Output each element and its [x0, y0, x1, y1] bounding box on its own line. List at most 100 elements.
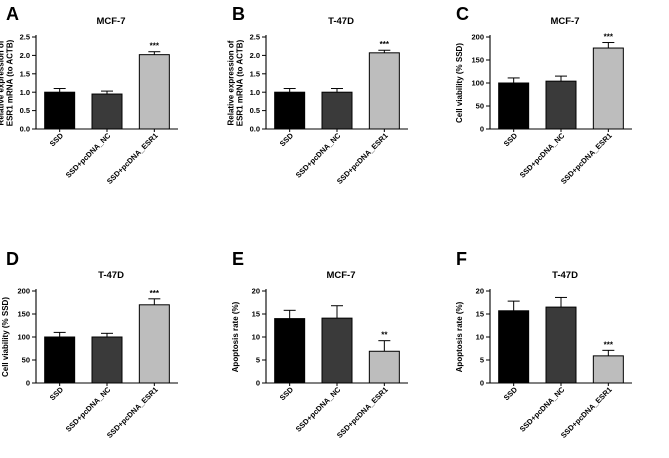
category-label: SSD+pcDNA_NC [294, 131, 343, 180]
significance-label: *** [380, 40, 390, 49]
significance-label: *** [604, 33, 614, 42]
y-axis-label: Relative expression of [227, 40, 236, 125]
y-tick-label: 200 [471, 33, 484, 42]
category-label: SSD+pcDNA_NC [294, 385, 343, 434]
category-label: SSD+pcDNA_ESR1 [105, 131, 160, 186]
panel-letter: A [6, 4, 19, 24]
category-label: SSD [502, 131, 520, 149]
panel-letter: D [6, 249, 19, 269]
category-label: SSD+pcDNA_NC [518, 385, 567, 434]
y-tick-label: 50 [476, 102, 484, 111]
bar-ssd-pcdna-esr1 [592, 47, 624, 130]
chart-title: MCF-7 [96, 16, 125, 27]
y-tick-label: 5 [480, 356, 484, 365]
y-tick-label: 0.5 [250, 106, 260, 115]
chart-panel-b: B T-47D Relative expression of ESR1 mRNA (t… [227, 4, 408, 186]
category-label: SSD+pcDNA_ESR1 [105, 385, 160, 440]
bar-ssd [274, 318, 306, 384]
y-tick-label: 20 [476, 287, 484, 296]
bar-ssd [498, 82, 530, 130]
bar-ssd [274, 91, 306, 130]
bar-ssd-pcdna-esr1 [368, 52, 400, 130]
category-label: SSD+pcDNA_ESR1 [559, 131, 614, 186]
significance-label: *** [150, 289, 160, 298]
y-tick-label: 0 [480, 379, 484, 388]
category-label: SSD+pcDNA_NC [64, 131, 113, 180]
y-tick-label: 15 [476, 310, 484, 319]
chart-title: T-47D [328, 16, 354, 27]
bar-ssd [44, 91, 76, 130]
y-tick-label: 20 [252, 287, 260, 296]
y-tick-label: 1.5 [20, 69, 30, 78]
y-tick-label: 2.5 [20, 33, 30, 42]
chart-title: T-47D [552, 270, 578, 281]
y-tick-label: 1.0 [20, 88, 30, 97]
panel-letter: B [232, 4, 245, 24]
category-label: SSD+pcDNA_ESR1 [559, 385, 614, 440]
y-axis-label: Apoptosis rate (%) [231, 301, 240, 372]
category-label: SSD [48, 131, 66, 149]
y-tick-label: 1.0 [250, 88, 260, 97]
y-tick-label: 5 [256, 356, 260, 365]
category-label: SSD [278, 131, 296, 149]
bar-ssd [44, 336, 76, 384]
significance-label: *** [604, 340, 614, 349]
panel-letter: F [456, 249, 467, 269]
category-label: SSD+pcDNA_ESR1 [335, 131, 390, 186]
chart-title: MCF-7 [326, 270, 355, 281]
chart-panel-d: D T-47D Cell viability (% SSD) 0 50 100 150 200… [1, 249, 178, 440]
panel-letter: C [456, 4, 469, 24]
y-axis-label: Relative expression of [0, 40, 6, 125]
y-axis-label: ESR1 mRNA (to ACTB) [236, 39, 245, 126]
y-tick-label: 10 [476, 333, 484, 342]
chart-panel-a: A MCF-7 Relative expression of ESR1 mRNA (t… [0, 4, 178, 186]
bar-ssd-pcdna-nc [545, 80, 577, 130]
significance-label: *** [150, 42, 160, 51]
category-label: SSD+pcDNA_NC [64, 385, 113, 434]
y-tick-label: 0.0 [20, 125, 30, 134]
bar-ssd-pcdna-nc [91, 336, 123, 384]
y-axis-label: ESR1 mRNA (to ACTB) [6, 39, 15, 126]
category-label: SSD+pcDNA_NC [518, 131, 567, 180]
y-tick-label: 1.5 [250, 69, 260, 78]
y-tick-label: 0.0 [250, 125, 260, 134]
bar-ssd-pcdna-esr1 [368, 350, 400, 384]
y-tick-label: 50 [22, 356, 30, 365]
y-tick-label: 10 [252, 333, 260, 342]
y-axis-label: Apoptosis rate (%) [455, 301, 464, 372]
category-label: SSD [48, 385, 66, 403]
bar-ssd-pcdna-nc [321, 91, 353, 130]
bar-ssd-pcdna-nc [321, 317, 353, 384]
chart-title: MCF-7 [550, 16, 579, 27]
y-tick-label: 100 [471, 79, 484, 88]
bar-ssd-pcdna-esr1 [592, 355, 624, 384]
bar-ssd-pcdna-nc [91, 93, 123, 130]
bar-ssd-pcdna-esr1 [138, 54, 170, 130]
panel-letter: E [232, 249, 244, 269]
y-tick-label: 100 [17, 333, 30, 342]
bar-ssd-pcdna-nc [545, 306, 577, 384]
bar-ssd [498, 310, 530, 384]
chart-panel-c: C MCF-7 Cell viability (% SSD) 0 50 100 150 200… [455, 4, 632, 186]
category-label: SSD [502, 385, 520, 403]
y-tick-label: 200 [17, 287, 30, 296]
y-tick-label: 2.0 [20, 51, 30, 60]
significance-label: ** [381, 331, 388, 340]
y-axis-label: Cell viability (% SSD) [1, 297, 10, 377]
y-axis-label: Cell viability (% SSD) [455, 43, 464, 123]
category-label: SSD [278, 385, 296, 403]
y-tick-label: 0 [256, 379, 260, 388]
y-tick-label: 150 [17, 310, 30, 319]
y-tick-label: 2.5 [250, 33, 260, 42]
bar-ssd-pcdna-esr1 [138, 304, 170, 384]
y-tick-label: 0.5 [20, 106, 30, 115]
y-tick-label: 150 [471, 56, 484, 65]
y-tick-label: 0 [26, 379, 30, 388]
y-tick-label: 2.0 [250, 51, 260, 60]
category-label: SSD+pcDNA_ESR1 [335, 385, 390, 440]
chart-title: T-47D [98, 270, 124, 281]
y-tick-label: 0 [480, 125, 484, 134]
